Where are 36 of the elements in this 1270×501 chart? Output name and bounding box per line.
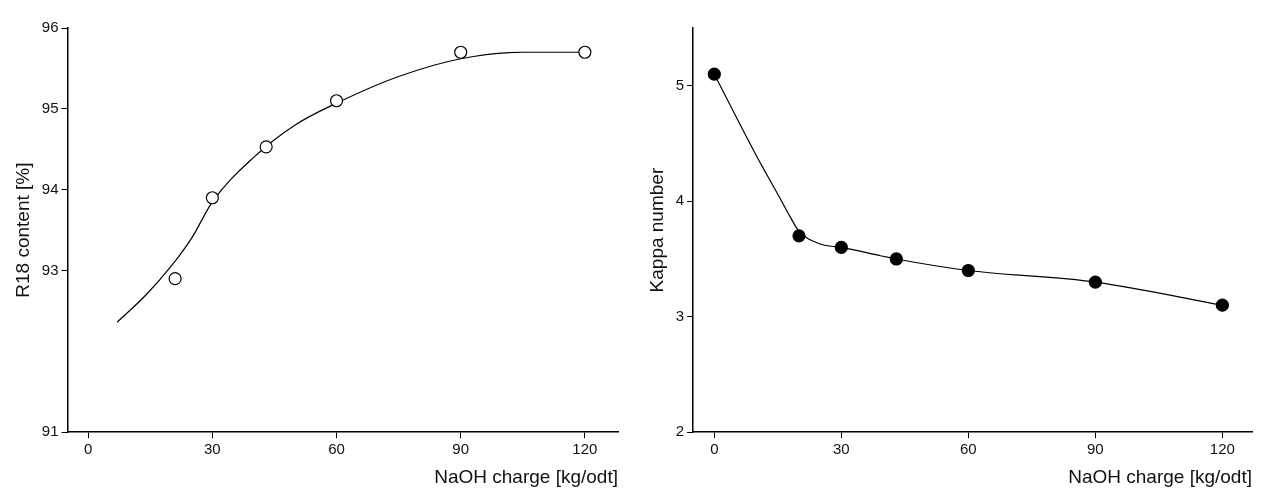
point <box>454 45 468 59</box>
y-tick-label: 5 <box>675 75 685 93</box>
point <box>205 191 219 205</box>
point <box>1088 275 1102 289</box>
point <box>792 229 806 243</box>
point <box>707 67 721 81</box>
x-tick-label: 0 <box>84 440 93 458</box>
x-tick-label: 60 <box>959 440 977 458</box>
x-tick-label: 90 <box>452 440 470 458</box>
x-tick-label: 30 <box>204 440 221 458</box>
x-tick-label: 120 <box>1209 440 1235 458</box>
y-tick-label: 93 <box>41 260 59 278</box>
point <box>259 140 273 154</box>
y-tick-label: 95 <box>41 98 59 116</box>
y-axis-title: R18 content [%] <box>11 162 33 298</box>
x-tick-label: 120 <box>572 440 598 458</box>
point <box>961 263 975 278</box>
x-tick-label: 60 <box>328 440 345 458</box>
x-tick-label: 90 <box>1087 440 1104 458</box>
point <box>834 240 848 255</box>
y-tick-label: 96 <box>41 18 59 36</box>
x-axis-title: NaOH charge [kg/odt] <box>1068 465 1252 487</box>
x-axis-title: NaOH charge [kg/odt] <box>434 465 618 487</box>
y-tick-label: 3 <box>675 306 685 324</box>
y-tick-label: 2 <box>675 422 685 440</box>
y-tick-label: 94 <box>41 179 59 197</box>
point <box>168 272 182 286</box>
point <box>889 252 903 266</box>
y-axis-title: Kappa number <box>645 167 667 293</box>
point <box>329 94 344 108</box>
y-tick-label: 4 <box>675 191 685 209</box>
x-tick-label: 30 <box>832 440 850 458</box>
point <box>578 45 592 59</box>
x-tick-label: 0 <box>710 440 719 458</box>
y-tick-label: 91 <box>41 422 59 440</box>
point <box>1215 298 1229 312</box>
